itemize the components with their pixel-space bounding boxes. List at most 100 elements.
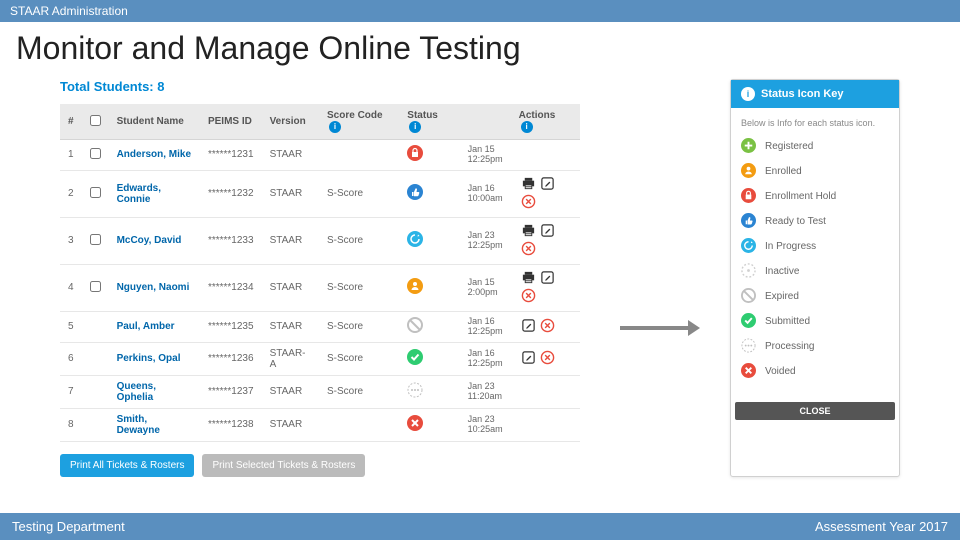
edit-icon[interactable]	[521, 350, 536, 365]
cell-status	[399, 342, 459, 375]
cell-version: STAAR	[262, 375, 319, 408]
col-version: Version	[262, 104, 319, 140]
edit-icon[interactable]	[521, 318, 536, 333]
student-link[interactable]: Smith, Dewayne	[117, 414, 160, 436]
key-item-label: Expired	[765, 291, 799, 302]
cell-num: 4	[60, 264, 82, 311]
table-row: 2 Edwards, Connie ******1232 STAAR S-Sco…	[60, 170, 580, 217]
key-item: Inactive	[741, 263, 889, 279]
cell-date: Jan 152:00pm	[460, 264, 511, 311]
status-icon	[407, 231, 423, 247]
status-icon	[407, 382, 423, 398]
delete-icon[interactable]	[540, 318, 555, 333]
cell-peims: ******1234	[200, 264, 262, 311]
cell-version: STAAR	[262, 408, 319, 441]
info-icon[interactable]: i	[521, 121, 533, 133]
key-item-label: Inactive	[765, 266, 799, 277]
key-item: In Progress	[741, 238, 889, 254]
key-item-label: Ready to Test	[765, 216, 826, 227]
cell-num: 7	[60, 375, 82, 408]
cell-actions	[511, 375, 580, 408]
cell-name: Smith, Dewayne	[109, 408, 200, 441]
key-description: Below is Info for each status icon.	[741, 118, 889, 128]
cell-num: 3	[60, 217, 82, 264]
row-checkbox[interactable]	[90, 187, 101, 198]
print-icon[interactable]	[521, 270, 536, 285]
info-icon: i	[741, 87, 755, 101]
bottom-left: Testing Department	[12, 519, 125, 534]
close-button[interactable]: CLOSE	[735, 402, 895, 420]
cell-status	[399, 140, 459, 171]
key-item: Voided	[741, 363, 889, 379]
student-link[interactable]: Paul, Amber	[117, 321, 175, 332]
cell-score: S-Score	[319, 264, 399, 311]
student-link[interactable]: Edwards, Connie	[117, 183, 161, 205]
col-status: Status i	[399, 104, 459, 140]
col-score: Score Code i	[319, 104, 399, 140]
delete-icon[interactable]	[521, 288, 536, 303]
cell-score: S-Score	[319, 170, 399, 217]
edit-icon[interactable]	[540, 270, 555, 285]
table-row: 6 Perkins, Opal ******1236 STAAR-A S-Sco…	[60, 342, 580, 375]
button-row: Print All Tickets & Rosters Print Select…	[60, 454, 580, 477]
info-icon[interactable]: i	[409, 121, 421, 133]
cell-actions	[511, 170, 580, 217]
key-item: Expired	[741, 288, 889, 304]
cell-date: Jan 1512:25pm	[460, 140, 511, 171]
edit-icon[interactable]	[540, 223, 555, 238]
status-icon	[407, 415, 423, 431]
cell-version: STAAR-A	[262, 342, 319, 375]
status-icon	[407, 317, 423, 333]
status-icon	[741, 138, 757, 154]
print-icon[interactable]	[521, 223, 536, 238]
cell-version: STAAR	[262, 264, 319, 311]
content-area: Total Students: 8 # Student Name PEIMS I…	[0, 79, 960, 477]
print-selected-button[interactable]: Print Selected Tickets & Rosters	[202, 454, 365, 477]
cell-peims: ******1231	[200, 140, 262, 171]
status-icon	[741, 313, 757, 329]
cell-checkbox	[82, 375, 109, 408]
cell-version: STAAR	[262, 140, 319, 171]
row-checkbox[interactable]	[90, 281, 101, 292]
cell-status	[399, 311, 459, 342]
status-icon	[741, 288, 757, 304]
col-checkbox	[82, 104, 109, 140]
col-name: Student Name	[109, 104, 200, 140]
cell-status	[399, 217, 459, 264]
cell-peims: ******1236	[200, 342, 262, 375]
cell-status	[399, 375, 459, 408]
print-all-button[interactable]: Print All Tickets & Rosters	[60, 454, 194, 477]
cell-num: 6	[60, 342, 82, 375]
info-icon[interactable]: i	[329, 121, 341, 133]
cell-status	[399, 264, 459, 311]
table-row: 8 Smith, Dewayne ******1238 STAAR Jan 23…	[60, 408, 580, 441]
print-icon[interactable]	[521, 176, 536, 191]
student-link[interactable]: Queens, Ophelia	[117, 381, 156, 403]
student-link[interactable]: Anderson, Mike	[117, 149, 191, 160]
delete-icon[interactable]	[521, 194, 536, 209]
student-link[interactable]: McCoy, David	[117, 235, 182, 246]
key-item: Processing	[741, 338, 889, 354]
cell-checkbox	[82, 217, 109, 264]
select-all-checkbox[interactable]	[90, 115, 101, 126]
arrow	[620, 179, 690, 477]
cell-score: S-Score	[319, 217, 399, 264]
delete-icon[interactable]	[521, 241, 536, 256]
row-checkbox[interactable]	[90, 148, 101, 159]
key-item-label: Enrolled	[765, 166, 802, 177]
delete-icon[interactable]	[540, 350, 555, 365]
key-item-label: Registered	[765, 141, 813, 152]
edit-icon[interactable]	[540, 176, 555, 191]
student-link[interactable]: Nguyen, Naomi	[117, 282, 190, 293]
table-row: 3 McCoy, David ******1233 STAAR S-Score …	[60, 217, 580, 264]
row-checkbox[interactable]	[90, 234, 101, 245]
cell-peims: ******1235	[200, 311, 262, 342]
col-date	[460, 104, 511, 140]
cell-num: 5	[60, 311, 82, 342]
cell-actions	[511, 408, 580, 441]
key-item: Ready to Test	[741, 213, 889, 229]
cell-actions	[511, 217, 580, 264]
cell-peims: ******1233	[200, 217, 262, 264]
student-link[interactable]: Perkins, Opal	[117, 353, 181, 364]
cell-version: STAAR	[262, 170, 319, 217]
